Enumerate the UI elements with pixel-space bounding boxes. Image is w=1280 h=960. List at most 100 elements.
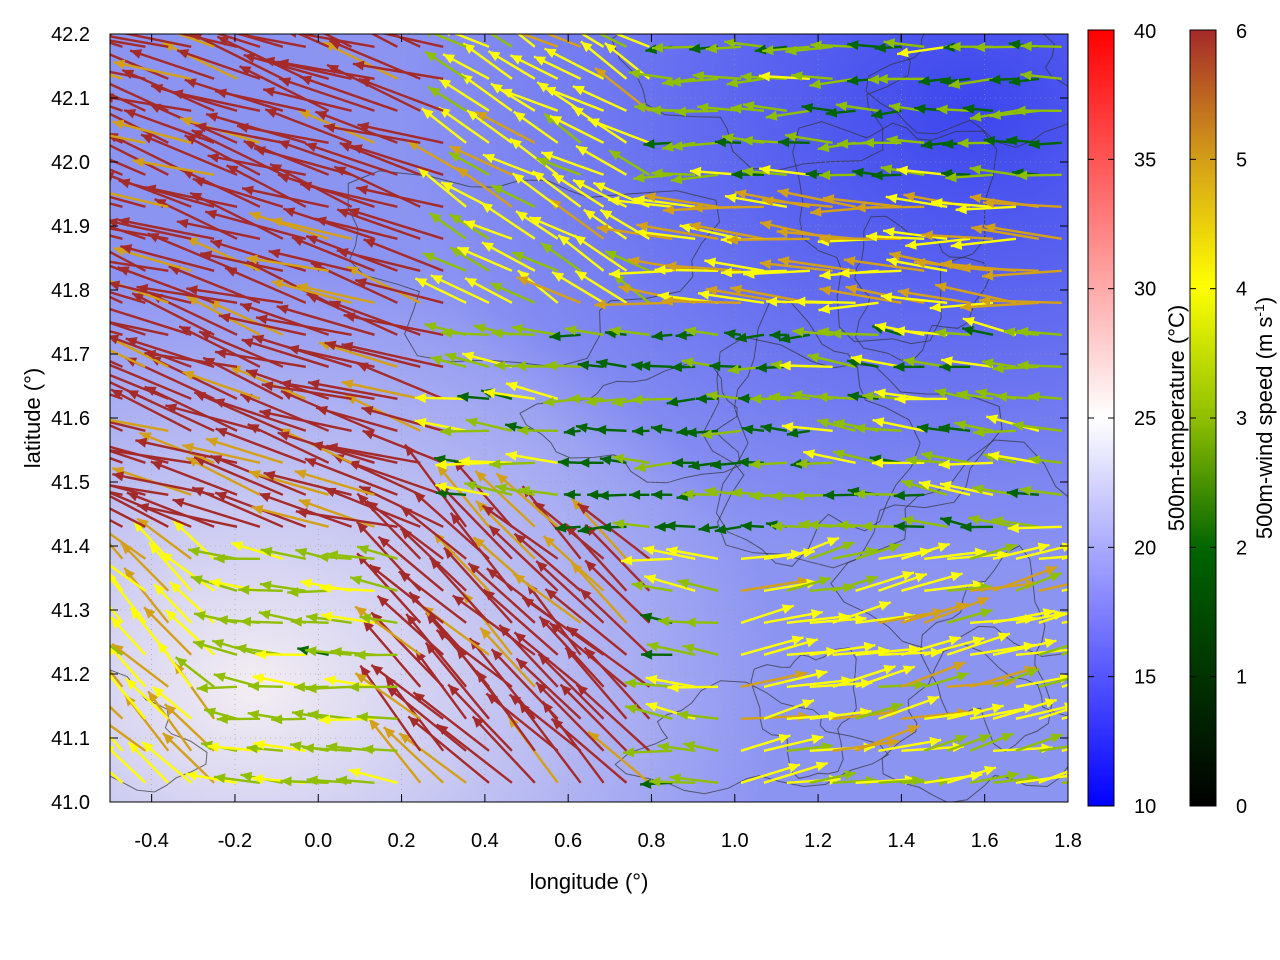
wind-vector — [424, 50, 467, 80]
wind-vector — [900, 661, 966, 688]
wind-vector — [380, 34, 444, 48]
wind-vector — [577, 524, 604, 535]
wind-vector — [113, 59, 192, 80]
wind-vector — [945, 172, 994, 183]
wind-vector — [110, 217, 192, 240]
wind-vector — [377, 535, 444, 592]
wind-vector — [490, 648, 559, 720]
wind-vector — [336, 248, 421, 272]
wind-vector — [992, 565, 1058, 592]
wind-vector — [110, 158, 146, 176]
wind-vector — [414, 277, 467, 304]
y-tick-label: 41.6 — [51, 408, 90, 430]
wind-vector — [740, 635, 804, 656]
wind-vector — [1020, 41, 1062, 52]
wind-vector — [279, 379, 375, 400]
wind-vector — [643, 574, 696, 592]
wind-vector — [587, 118, 650, 144]
wind-vector — [549, 331, 581, 342]
wind-vector — [302, 743, 352, 754]
wind-vector — [740, 604, 795, 624]
wind-vector — [304, 142, 398, 176]
wind-vector — [608, 149, 651, 176]
colorbar-tick-label: 3 — [1236, 408, 1247, 430]
wind-vector — [150, 83, 238, 112]
wind-vector — [901, 515, 948, 528]
wind-vector — [761, 196, 833, 208]
wind-vector — [262, 87, 352, 112]
wind-vector — [412, 691, 490, 752]
wind-vector — [759, 259, 833, 272]
wind-vector — [1038, 644, 1068, 656]
wind-vector — [923, 636, 985, 656]
wind-vector — [348, 682, 398, 693]
wind-vector — [992, 638, 1057, 656]
wind-vector — [629, 489, 650, 500]
wind-vector — [171, 89, 261, 112]
wind-vector — [343, 312, 444, 336]
wind-vector — [666, 396, 696, 407]
wind-vector — [763, 609, 823, 624]
wind-vector — [509, 54, 559, 80]
wind-vector — [110, 39, 146, 48]
wind-vector — [946, 766, 997, 784]
wind-vector — [251, 504, 329, 528]
wind-vector — [110, 669, 124, 688]
wind-vector — [435, 723, 513, 784]
wind-vector — [290, 616, 329, 627]
wind-vector — [535, 560, 605, 624]
wind-vector — [992, 698, 1058, 720]
wind-vector — [124, 677, 170, 720]
wind-vector — [705, 43, 742, 54]
wind-vector — [700, 429, 742, 440]
wind-vector — [960, 522, 994, 533]
wind-vector — [326, 550, 375, 561]
wind-vector — [823, 490, 856, 501]
x-tick-label: -0.2 — [218, 830, 252, 852]
wind-vector — [771, 521, 810, 532]
wind-vector — [832, 601, 892, 624]
wind-vector — [110, 770, 124, 784]
wind-vector — [305, 683, 352, 694]
wind-vector — [802, 449, 856, 464]
wind-vector — [740, 733, 791, 752]
wind-vector — [132, 520, 170, 560]
wind-vector — [356, 712, 398, 723]
wind-vector — [559, 683, 628, 752]
wind-vector — [491, 328, 535, 339]
wind-vector — [363, 238, 444, 272]
wind-vector — [545, 360, 581, 371]
wind-vector — [557, 234, 605, 272]
wind-vector — [871, 109, 902, 119]
wind-vector — [633, 172, 673, 183]
wind-vector — [991, 516, 1040, 528]
wind-vector — [110, 363, 192, 400]
wind-vector — [574, 269, 628, 304]
wind-vector — [580, 40, 628, 80]
wind-vector — [816, 418, 856, 432]
wind-vector — [192, 177, 284, 208]
wind-vector — [358, 77, 444, 112]
wind-vector — [819, 285, 902, 304]
wind-vector — [110, 290, 146, 304]
wind-vector — [810, 40, 856, 51]
wind-vector — [618, 284, 696, 304]
wind-vector — [255, 314, 352, 336]
wind-vector — [627, 256, 696, 272]
wind-vector — [551, 270, 605, 304]
wind-vector — [354, 277, 444, 304]
wind-vector — [110, 734, 124, 752]
wind-vector — [755, 362, 787, 373]
wind-vector — [259, 580, 306, 592]
wind-vector — [276, 304, 375, 336]
wind-speed-colorbar-title: 500m-wind speed (m s-1) — [1251, 297, 1277, 539]
wind-vector — [532, 500, 605, 560]
wind-vector — [110, 92, 146, 112]
wind-vector — [252, 673, 306, 688]
wind-vector — [723, 38, 765, 49]
wind-vector — [676, 710, 719, 721]
wind-vector — [212, 398, 307, 432]
wind-vector — [768, 392, 810, 403]
wind-vector — [650, 424, 673, 435]
wind-vector — [1028, 455, 1062, 465]
